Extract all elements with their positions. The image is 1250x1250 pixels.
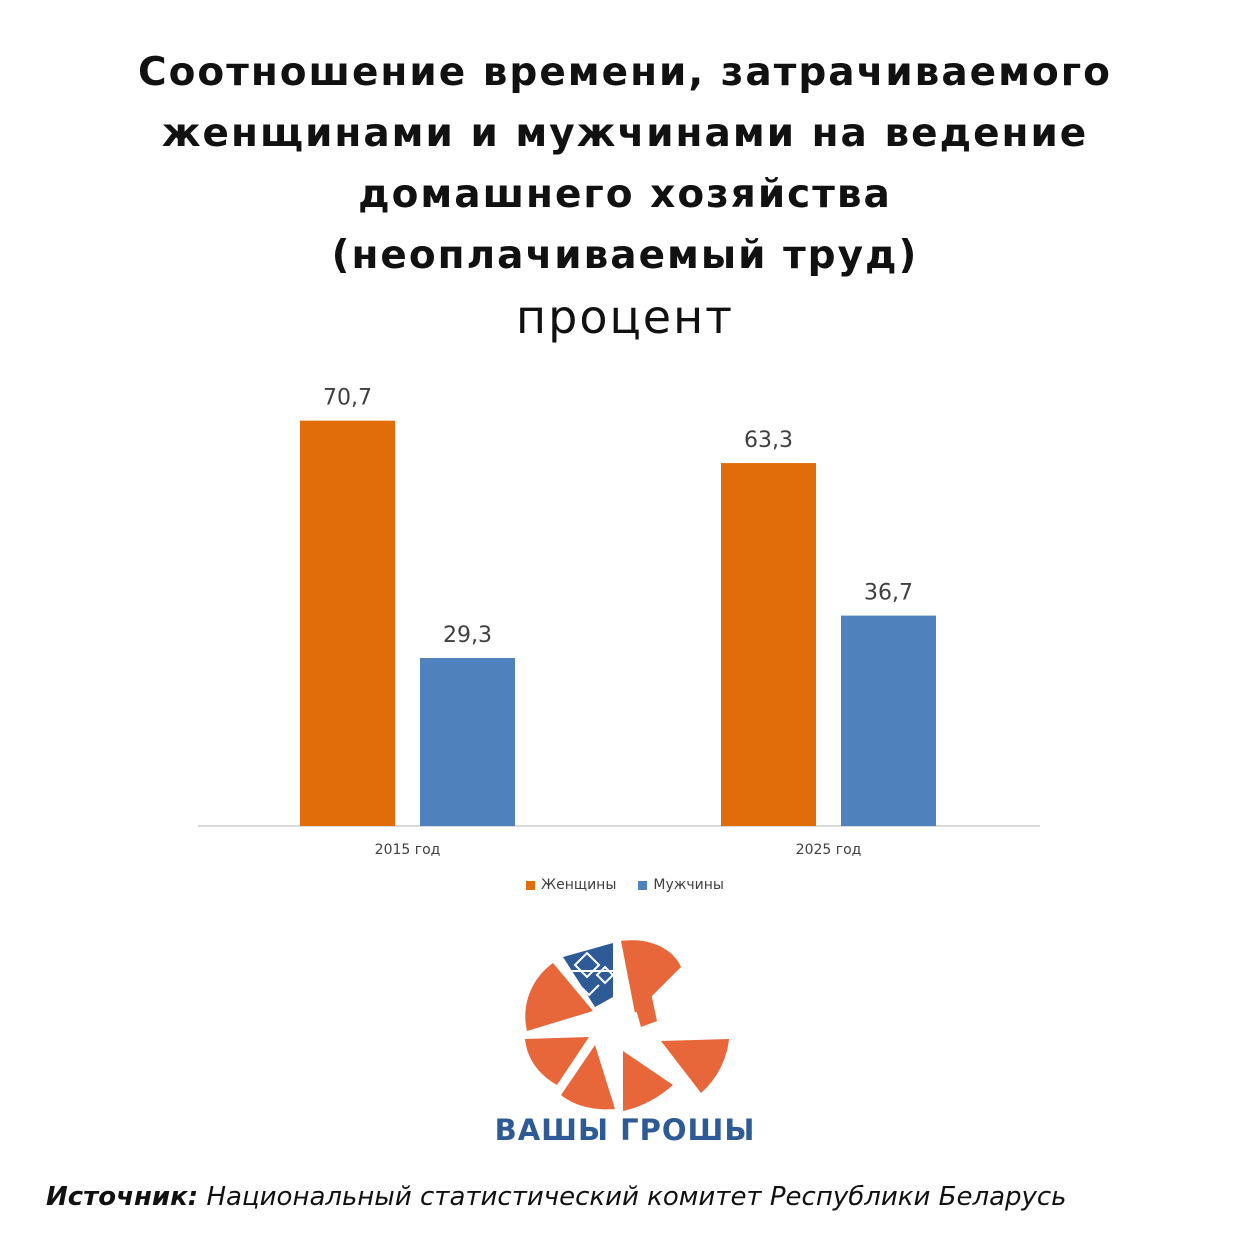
data-label: 29,3 <box>443 623 492 648</box>
chart-subtitle: процент <box>516 290 734 344</box>
source-text: Национальный статистический комитет Респ… <box>206 1182 1067 1212</box>
title-line: (неоплачиваемый труд) <box>331 233 919 278</box>
bar <box>420 658 515 826</box>
logo-segment <box>525 963 593 1031</box>
logo-segment <box>633 993 657 1027</box>
x-tick-label: 2015 год <box>375 842 441 858</box>
bar <box>841 615 936 826</box>
logo-segment <box>561 1045 615 1110</box>
legend-swatch <box>638 880 648 890</box>
logo-segment <box>661 1039 729 1093</box>
legend-label: Мужчины <box>653 877 724 893</box>
bar <box>300 420 395 826</box>
legend-item-men: Мужчины <box>638 877 724 893</box>
bar-chart: 70,7 29,3 2015 год 63,3 36,7 2025 год <box>198 386 1040 858</box>
logo-icon <box>525 940 729 1111</box>
logo-segment <box>623 1051 673 1111</box>
data-label: 36,7 <box>864 581 913 606</box>
bar <box>721 463 816 826</box>
legend: Женщины Мужчины <box>0 877 1250 893</box>
logo-segment <box>621 940 681 1013</box>
logo-segment <box>525 1037 589 1085</box>
source-note: Источник: Национальный статистический ко… <box>46 1182 1067 1212</box>
source-label: Источник: <box>46 1182 199 1212</box>
brand-name: ВАШЫ ГРОШЫ <box>494 1113 756 1147</box>
legend-swatch <box>526 880 536 890</box>
title-line: домашнего хозяйства <box>358 172 892 217</box>
x-tick-label: 2025 год <box>796 842 862 858</box>
data-label: 70,7 <box>323 386 372 411</box>
chart-title: Соотношение времени, затрачиваемого женщ… <box>0 42 1250 286</box>
data-label: 63,3 <box>744 428 793 453</box>
legend-item-women: Женщины <box>526 877 616 893</box>
legend-label: Женщины <box>541 877 617 893</box>
title-line: женщинами и мужчинами на ведение <box>161 111 1089 156</box>
title-line: Соотношение времени, затрачиваемого <box>138 50 1112 95</box>
